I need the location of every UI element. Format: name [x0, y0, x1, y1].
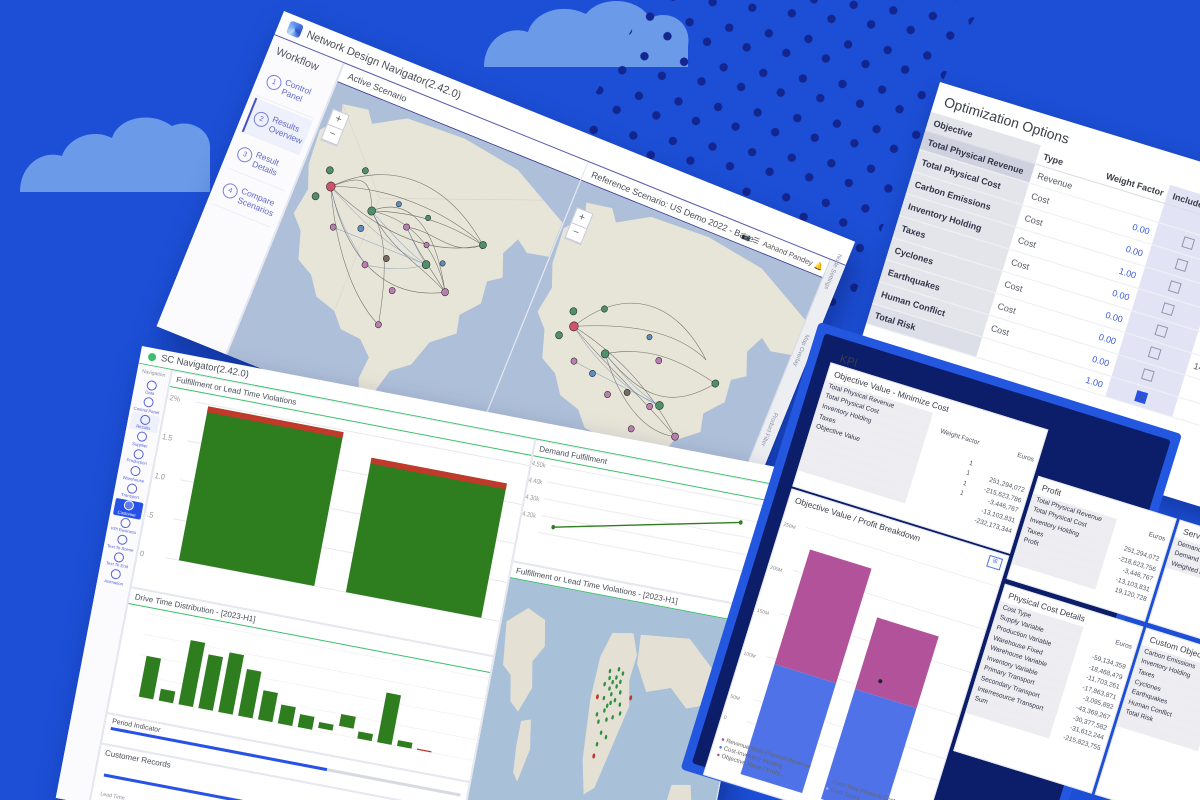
svg-text:250M: 250M — [783, 522, 797, 531]
svg-text:.5: .5 — [147, 510, 155, 520]
svg-text:4.40k: 4.40k — [528, 477, 544, 487]
svg-text:200M: 200M — [769, 565, 783, 574]
svg-text:4.30k: 4.30k — [524, 493, 540, 503]
svg-text:100M: 100M — [743, 651, 757, 660]
svg-text:50M: 50M — [729, 694, 740, 703]
svg-text:1.0: 1.0 — [154, 471, 166, 482]
svg-text:Revenue: Revenue — [753, 792, 774, 800]
svg-text:4.20k: 4.20k — [521, 510, 537, 520]
svg-text:0: 0 — [139, 549, 145, 559]
svg-text:4.50k: 4.50k — [531, 460, 547, 470]
svg-text:0: 0 — [723, 715, 728, 722]
svg-text:1.5: 1.5 — [161, 432, 173, 443]
svg-text:2%: 2% — [169, 393, 181, 404]
svg-text:150M: 150M — [756, 608, 770, 617]
